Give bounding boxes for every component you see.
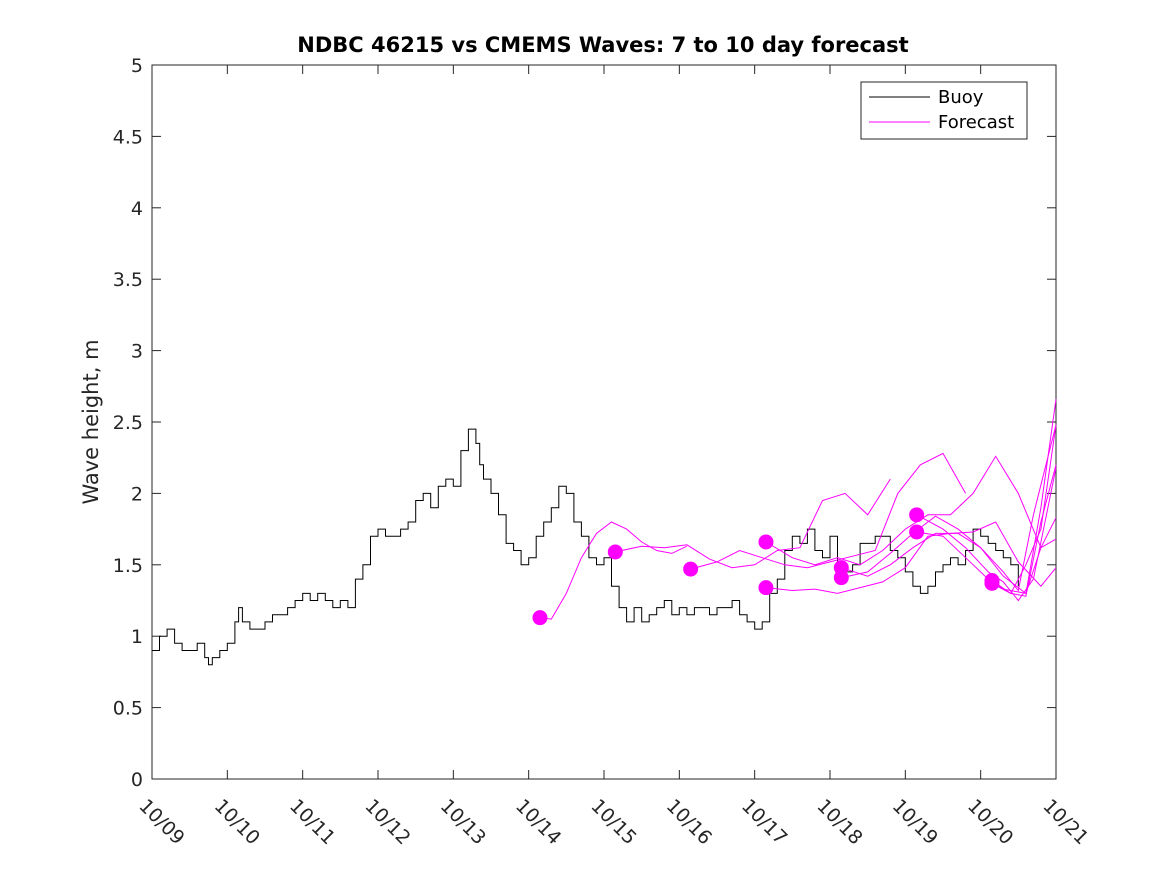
legend-box — [860, 81, 1028, 140]
forecast-start-marker — [607, 544, 623, 560]
y-tick-label: 4.5 — [113, 126, 143, 148]
forecast-series-line-2 — [615, 478, 891, 569]
y-axis-label: Wave height, m — [79, 339, 103, 504]
forecast-series-line-5 — [765, 521, 1057, 594]
forecast-series-line-7 — [841, 424, 1057, 592]
x-tick-label: 10/16 — [662, 795, 716, 849]
x-tick-label: 10/14 — [511, 795, 565, 849]
forecast-series-line-1 — [539, 521, 688, 620]
forecast-start-marker — [909, 507, 925, 523]
forecast-start-marker — [758, 580, 774, 596]
forecast-start-marker — [758, 534, 774, 550]
series-layer — [152, 399, 1057, 666]
legend-buoy-label: Buoy — [938, 87, 984, 108]
forecast-start-marker — [984, 575, 1000, 591]
chart-title: NDBC 46215 vs CMEMS Waves: 7 to 10 day f… — [297, 33, 908, 57]
forecast-series-line-10 — [991, 464, 1057, 597]
x-tick-label: 10/20 — [963, 795, 1017, 849]
x-tick-label: 10/09 — [134, 795, 188, 849]
forecast-start-marker — [833, 570, 849, 586]
forecast-series-line-6 — [841, 517, 1057, 595]
forecast-start-marker — [683, 561, 699, 577]
y-tick-label: 1.5 — [113, 555, 143, 577]
y-tick-label: 0.5 — [113, 698, 143, 720]
forecast-start-markers — [532, 507, 1000, 626]
buoy-series-line — [152, 428, 1019, 666]
x-tick-label: 10/11 — [285, 795, 339, 849]
y-tick-label: 0 — [131, 769, 143, 791]
x-tick-label: 10/10 — [210, 795, 264, 849]
x-tick-label: 10/17 — [737, 795, 791, 849]
x-tick-label: 10/12 — [360, 795, 414, 849]
y-axis: 0 0.5 1 1.5 2 2.5 3 3.5 4 4.5 5 — [113, 55, 1056, 791]
y-tick-label: 4 — [131, 198, 143, 220]
x-tick-label: 10/15 — [586, 795, 640, 849]
x-tick-label: 10/13 — [436, 795, 490, 849]
forecast-series-line-3 — [690, 452, 967, 570]
y-tick-label: 3.5 — [113, 269, 143, 291]
y-tick-label: 2.5 — [113, 412, 143, 434]
forecast-start-marker — [532, 610, 548, 626]
legend: Buoy Forecast — [860, 81, 1028, 140]
y-tick-label: 5 — [131, 55, 143, 77]
legend-forecast-label: Forecast — [938, 112, 1014, 133]
x-tick-label: 10/21 — [1038, 795, 1092, 849]
forecast-start-marker — [909, 524, 925, 540]
y-tick-label: 1 — [131, 626, 143, 648]
forecast-series-line-11 — [991, 424, 1057, 595]
x-tick-label: 10/18 — [812, 795, 866, 849]
plot-area — [151, 64, 1057, 780]
y-tick-label: 3 — [131, 341, 143, 363]
y-tick-label: 2 — [131, 483, 143, 505]
x-tick-label: 10/19 — [888, 795, 942, 849]
